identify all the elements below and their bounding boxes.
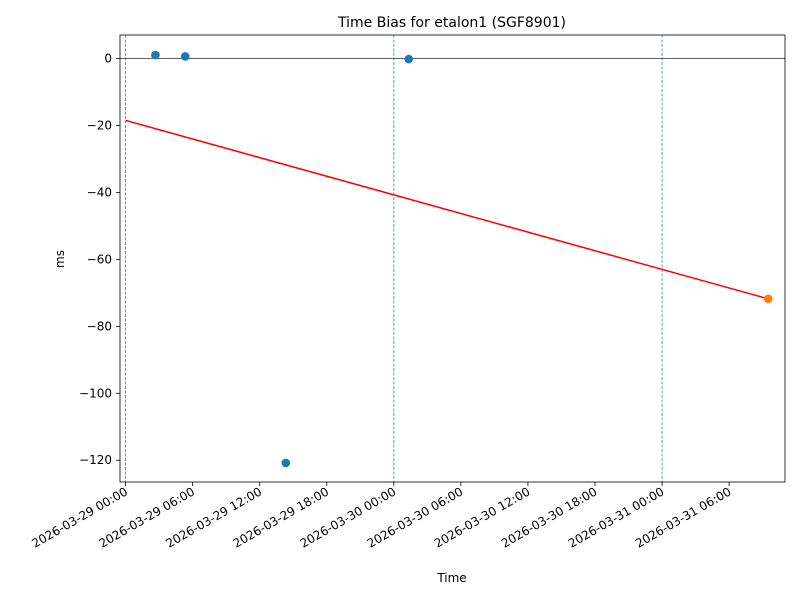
fit-line — [125, 119, 769, 300]
data-point-s0-p1 — [180, 52, 190, 61]
data-point-s1-p0 — [763, 294, 773, 304]
axes-frame — [119, 34, 786, 483]
y-tick-label-2: −40 — [87, 185, 112, 199]
y-tick-label-0: 0 — [104, 51, 112, 65]
chart-title: Time Bias for etalon1 (SGF8901) — [337, 15, 566, 31]
y-tick-label-4: −80 — [87, 319, 112, 333]
y-axis-label: ms — [53, 250, 67, 268]
data-point-s0-p0 — [151, 50, 160, 60]
data-point-s0-p2 — [281, 458, 291, 468]
data-point-s0-p3 — [404, 54, 414, 64]
x-axis-label: Time — [436, 571, 466, 585]
y-tick-label-3: −60 — [87, 252, 112, 266]
y-tick-label-6: −120 — [79, 453, 112, 467]
y-tick-label-1: −20 — [87, 118, 112, 132]
y-tick-label-5: −100 — [79, 386, 112, 400]
